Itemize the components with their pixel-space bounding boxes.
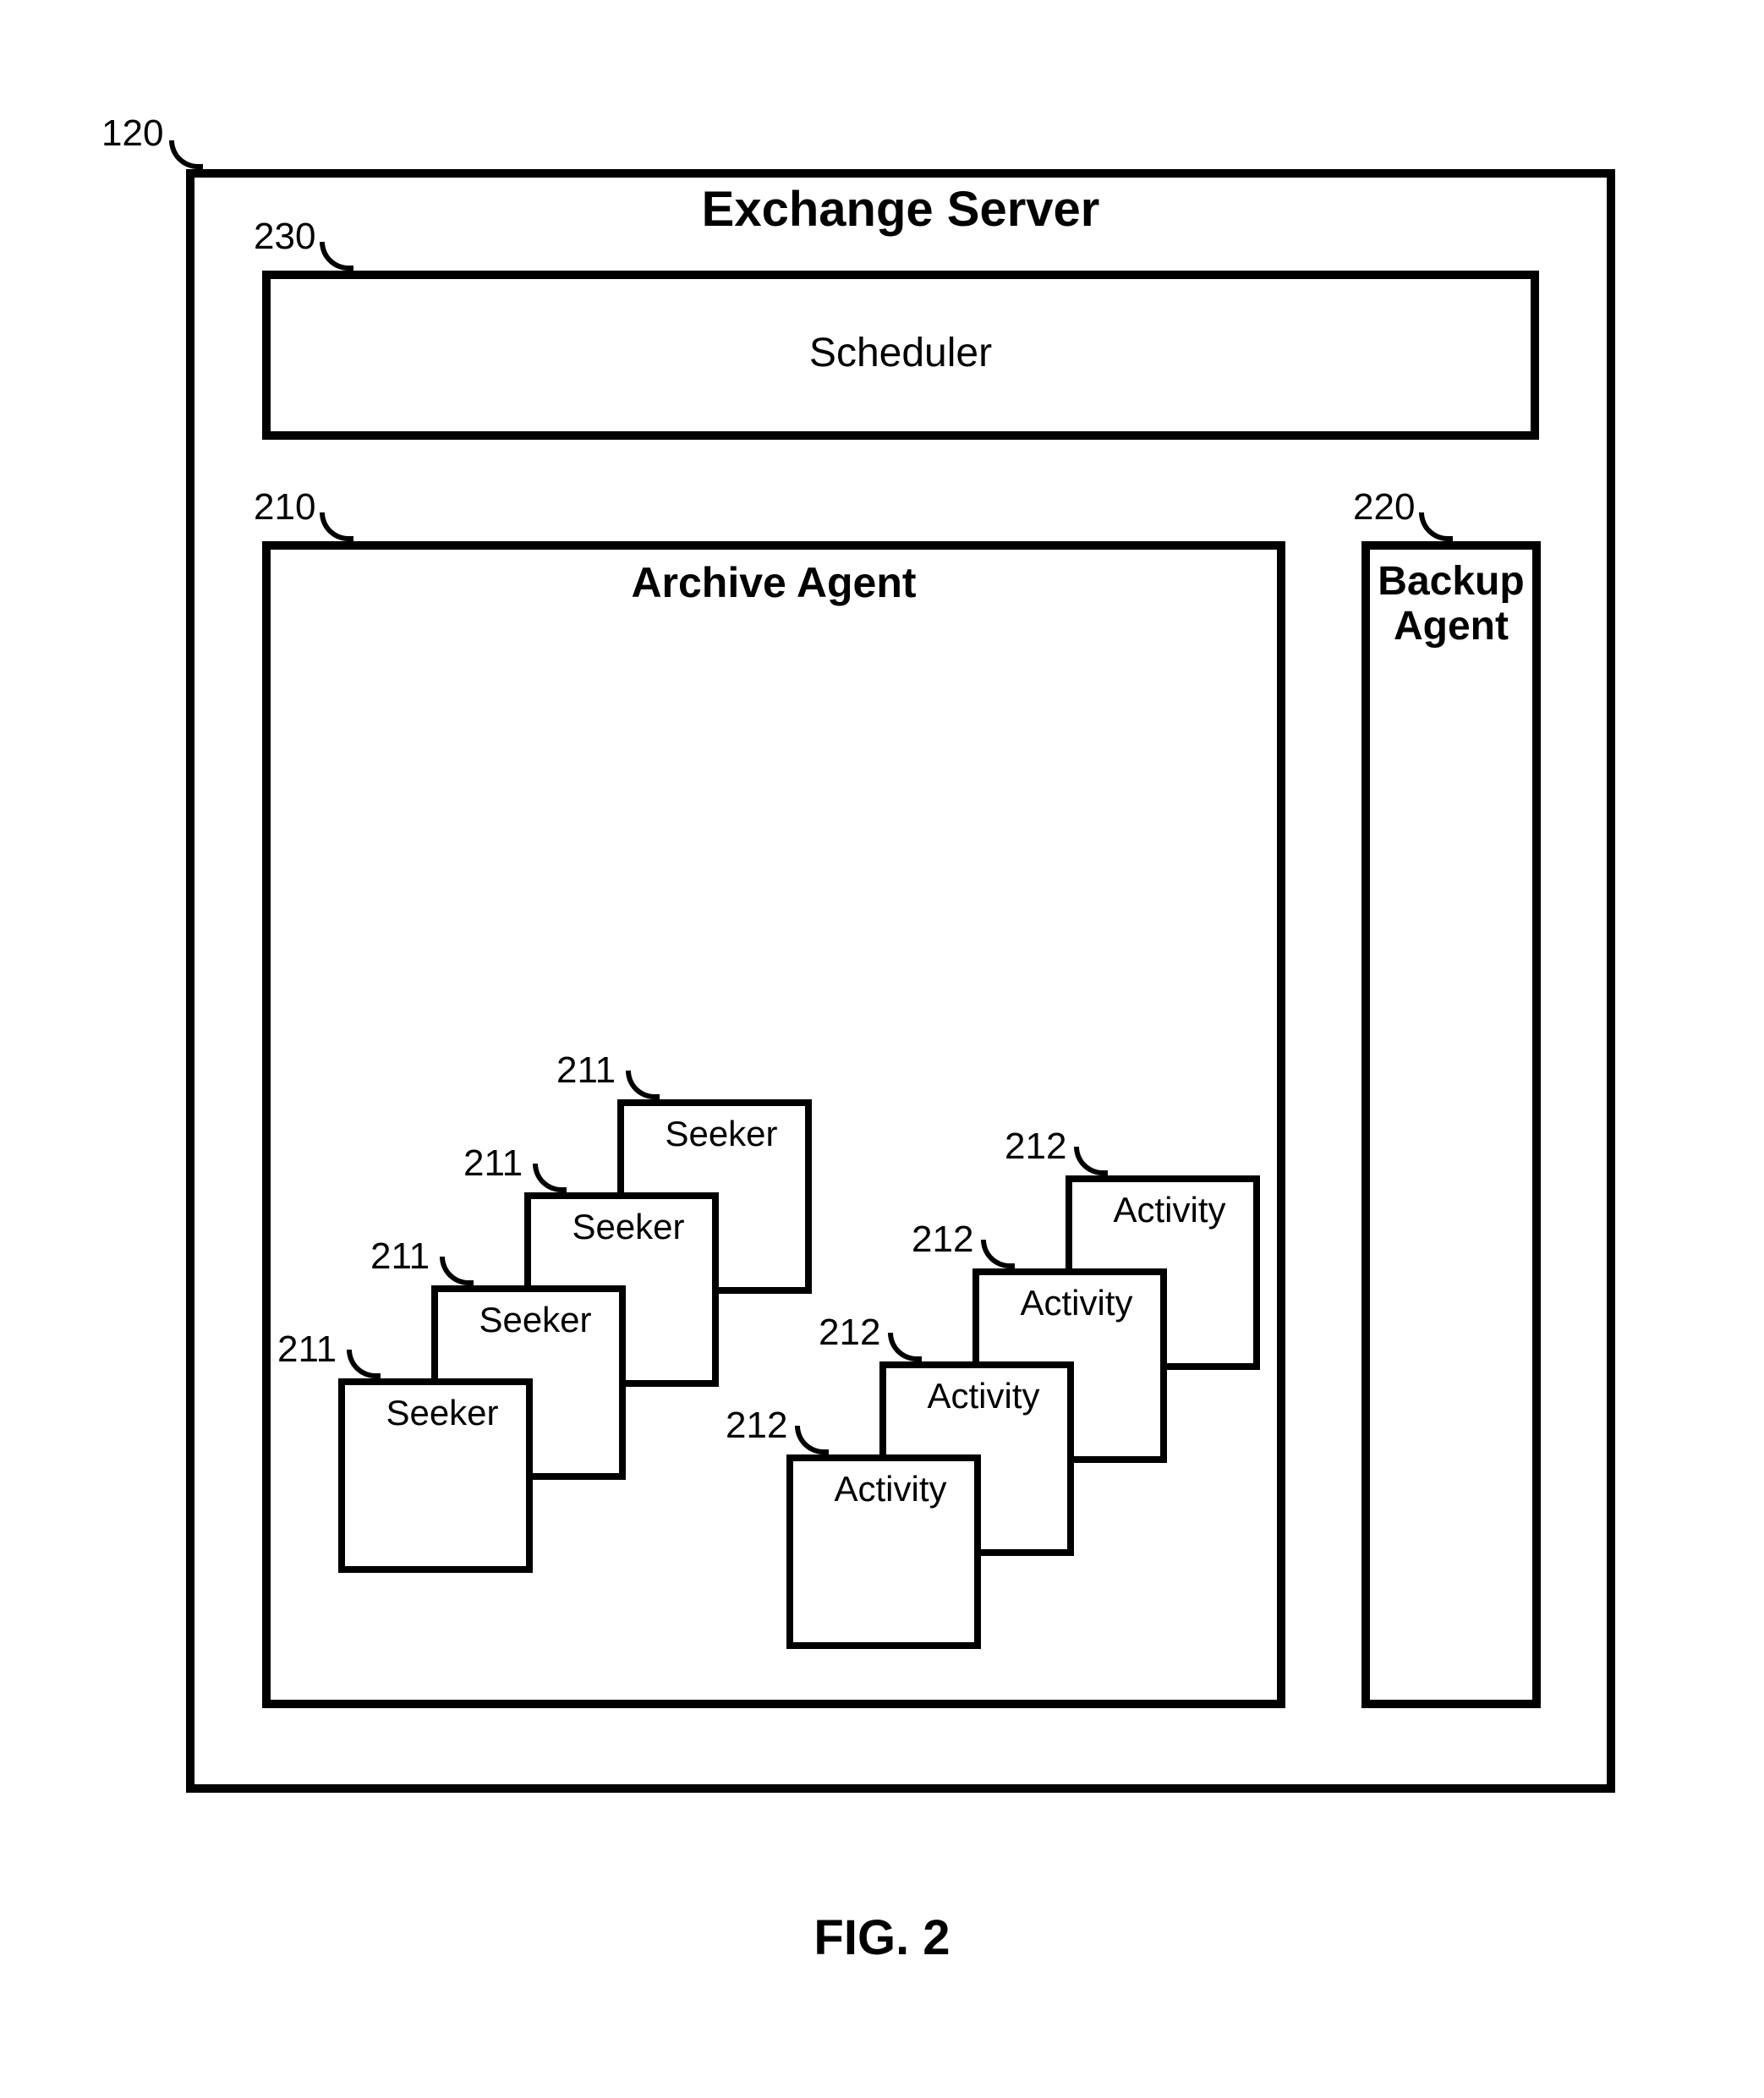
figure-stage: Exchange Server 120 Scheduler 230 Archiv… bbox=[0, 0, 1764, 2098]
refnum-211: 211 bbox=[556, 1050, 616, 1091]
seeker-label: Seeker bbox=[531, 1208, 726, 1246]
figure-caption: FIG. 2 bbox=[0, 1911, 1764, 1965]
activity-box: Activity bbox=[786, 1454, 981, 1649]
archive-agent-title: Archive Agent bbox=[262, 560, 1285, 606]
refnum-120: 120 bbox=[101, 113, 163, 154]
refnum-212: 212 bbox=[1005, 1126, 1066, 1167]
backup-agent-title: Backup Agent bbox=[1361, 560, 1541, 649]
seeker-label: Seeker bbox=[438, 1301, 633, 1339]
refnum-211: 211 bbox=[463, 1143, 523, 1184]
activity-label: Activity bbox=[793, 1470, 988, 1509]
refnum-220: 220 bbox=[1353, 487, 1415, 528]
leader-120 bbox=[169, 140, 203, 169]
backup-agent-box bbox=[1361, 541, 1541, 1708]
activity-label: Activity bbox=[979, 1284, 1174, 1323]
activity-label: Activity bbox=[1072, 1191, 1267, 1230]
seeker-box: Seeker bbox=[338, 1378, 533, 1573]
refnum-212: 212 bbox=[912, 1219, 973, 1260]
refnum-210: 210 bbox=[254, 487, 315, 528]
refnum-211: 211 bbox=[277, 1329, 337, 1370]
seeker-label: Seeker bbox=[345, 1394, 540, 1432]
refnum-212: 212 bbox=[726, 1405, 787, 1446]
refnum-230: 230 bbox=[254, 216, 315, 257]
refnum-212: 212 bbox=[819, 1312, 880, 1353]
scheduler-title: Scheduler bbox=[262, 331, 1539, 376]
refnum-211: 211 bbox=[370, 1236, 430, 1277]
seeker-label: Seeker bbox=[624, 1115, 819, 1153]
exchange-server-title: Exchange Server bbox=[186, 183, 1615, 237]
activity-label: Activity bbox=[886, 1377, 1081, 1416]
